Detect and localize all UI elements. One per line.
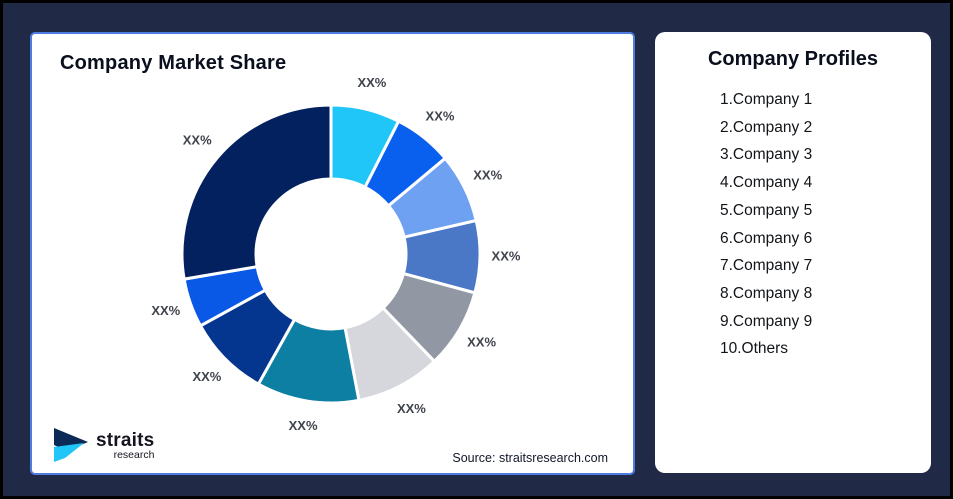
slice-label: XX% <box>151 303 180 318</box>
logo-text: straits research <box>96 430 155 461</box>
list-item: 3.Company 3 <box>720 146 813 164</box>
list-item: 4.Company 4 <box>720 174 813 192</box>
profiles-list: 1.Company 1 2.Company 2 3.Company 3 4.Compa… <box>655 86 931 363</box>
market-share-card: XX% XX% XX% XX% XX% XX% XX% XX% XX% XX% Company M… <box>30 32 635 475</box>
donut-chart: XX% XX% XX% XX% XX% XX% XX% XX% XX% XX% <box>151 75 521 433</box>
list-item: 5.Company 5 <box>720 201 813 219</box>
logo-name: straits <box>96 430 155 451</box>
logo-subtitle: research <box>113 449 155 461</box>
profiles-title: Company Profiles <box>707 48 879 70</box>
slice-label: XX% <box>397 401 426 416</box>
slice-label: XX% <box>492 249 521 264</box>
source-note: Source: straitsresearch.com <box>452 451 608 465</box>
slice-label: XX% <box>467 335 496 350</box>
slice-label: XX% <box>473 167 502 182</box>
logo-arrow-icon <box>54 428 88 462</box>
list-item: 7.Company 7 <box>720 257 813 275</box>
list-item: 1.Company 1 <box>720 91 813 108</box>
list-item: 8.Company 8 <box>720 284 813 302</box>
slice-label: XX% <box>289 418 318 433</box>
slice-label: XX% <box>426 109 455 124</box>
straits-research-logo: straits research <box>52 424 154 466</box>
slice-label: XX% <box>357 75 386 90</box>
slice-label: XX% <box>192 369 221 384</box>
list-item: 2.Company 2 <box>720 118 813 136</box>
slice-label: XX% <box>183 133 212 148</box>
company-profiles-panel: Company Profiles 1.Company 1 2.Company 2 3… <box>655 32 931 473</box>
donut-slice-others <box>180 103 333 281</box>
chart-title: Company Market Share <box>60 52 287 74</box>
list-item: 9.Company 9 <box>720 312 813 330</box>
list-item: 6.Company 6 <box>720 229 813 247</box>
list-item: 10.Others <box>720 340 789 358</box>
